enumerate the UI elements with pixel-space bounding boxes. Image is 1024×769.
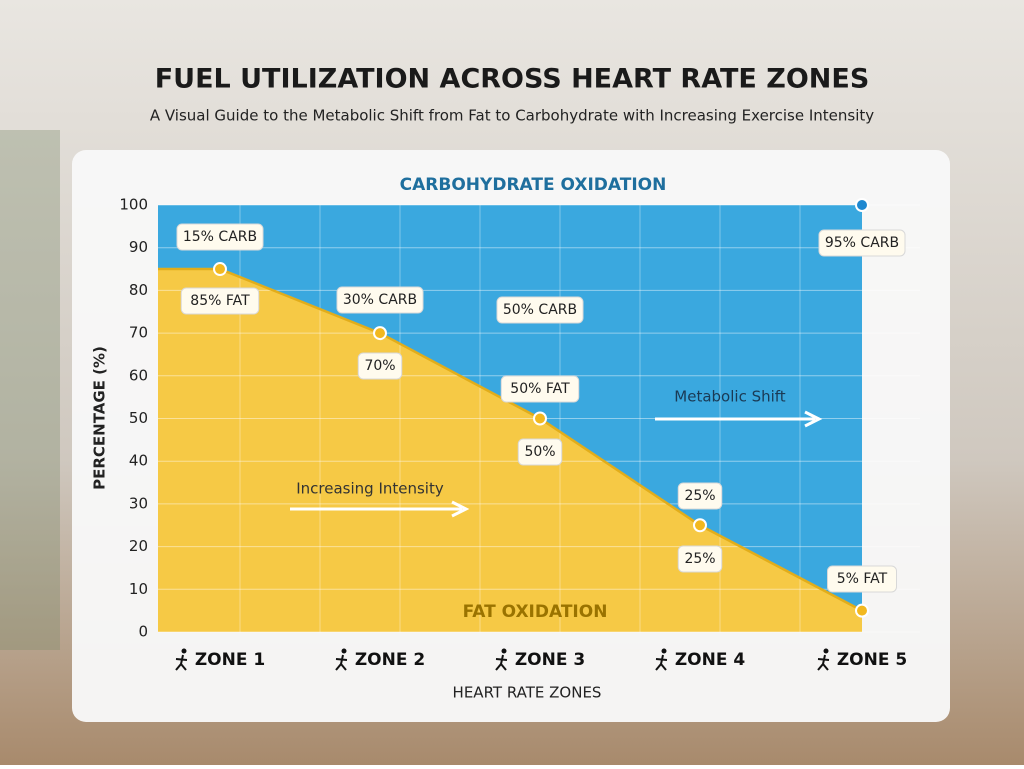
label-box <box>818 229 906 257</box>
data-label: 50% CARB <box>503 302 577 318</box>
data-label: 30% CARB <box>343 292 417 308</box>
x-tick-label: ZONE 3 <box>515 650 585 670</box>
y-tick-label: 100 <box>119 196 148 214</box>
series-name: CARBOHYDRATE OXIDATION <box>400 175 667 195</box>
x-tick-label: ZONE 2 <box>355 650 425 670</box>
data-label: 85% FAT <box>190 293 250 309</box>
zone-icon-body <box>335 654 348 671</box>
data-label: 70% <box>364 358 395 374</box>
fat-point <box>373 326 387 341</box>
data-label: 95% CARB <box>825 235 899 251</box>
zone-icon-body <box>495 654 508 671</box>
y-tick-label: 0 <box>138 623 148 641</box>
chart-subtitle: A Visual Guide to the Metabolic Shift fr… <box>150 107 874 125</box>
y-tick-label: 40 <box>129 452 148 470</box>
data-label: 50% FAT <box>510 381 570 397</box>
arrow <box>655 410 823 428</box>
y-tick-label: 60 <box>129 366 148 384</box>
fat-point <box>533 411 547 426</box>
fat-area <box>158 269 862 632</box>
label-box <box>336 286 424 314</box>
zone-icon-head <box>501 648 507 654</box>
data-label: 25% <box>684 488 715 504</box>
label-box <box>357 352 403 380</box>
data-label: 5% FAT <box>837 571 888 587</box>
y-tick-label: 90 <box>129 238 148 256</box>
zone-icon-body <box>175 654 188 671</box>
y-tick-label: 20 <box>129 537 148 555</box>
y-tick-label: 80 <box>129 281 148 299</box>
x-tick-label: ZONE 1 <box>195 650 265 670</box>
label-box <box>496 296 584 324</box>
y-tick-label: 50 <box>129 409 148 427</box>
zone-icon-body <box>817 654 830 671</box>
y-tick-label: 70 <box>129 324 148 342</box>
y-tick-label: 30 <box>129 494 148 512</box>
series-name: FAT OXIDATION <box>463 602 608 622</box>
x-axis-label: HEART RATE ZONES <box>453 684 602 702</box>
data-label: 25% <box>684 551 715 567</box>
label-box <box>500 375 580 403</box>
label-box <box>517 438 563 466</box>
annotation: Metabolic Shift <box>674 388 786 406</box>
fat-point <box>693 518 707 533</box>
x-tick-label: ZONE 4 <box>675 650 746 670</box>
data-label: 15% CARB <box>183 229 257 245</box>
fat-point <box>855 603 869 618</box>
zone-icon-head <box>661 648 667 654</box>
zone-icon-head <box>823 648 829 654</box>
label-box <box>176 223 264 251</box>
label-box <box>677 545 723 573</box>
carb-point <box>855 198 869 212</box>
fat-point <box>213 262 227 277</box>
data-label: 50% <box>524 444 555 460</box>
fat-line <box>158 267 863 612</box>
arrow <box>290 500 470 518</box>
chart-title: FUEL UTILIZATION ACROSS HEART RATE ZONES <box>155 64 870 95</box>
annotation: Increasing Intensity <box>296 480 444 498</box>
zone-icon-head <box>341 648 347 654</box>
zone-icon-body <box>655 654 668 671</box>
label-box <box>827 565 897 593</box>
window <box>0 130 60 650</box>
zone-icon-head <box>181 648 187 654</box>
label-box <box>677 482 723 510</box>
y-axis-label: PERCENTAGE (%) <box>91 346 109 490</box>
y-tick-label: 10 <box>129 580 148 598</box>
label-box <box>180 287 260 315</box>
x-tick-label: ZONE 5 <box>837 650 907 670</box>
